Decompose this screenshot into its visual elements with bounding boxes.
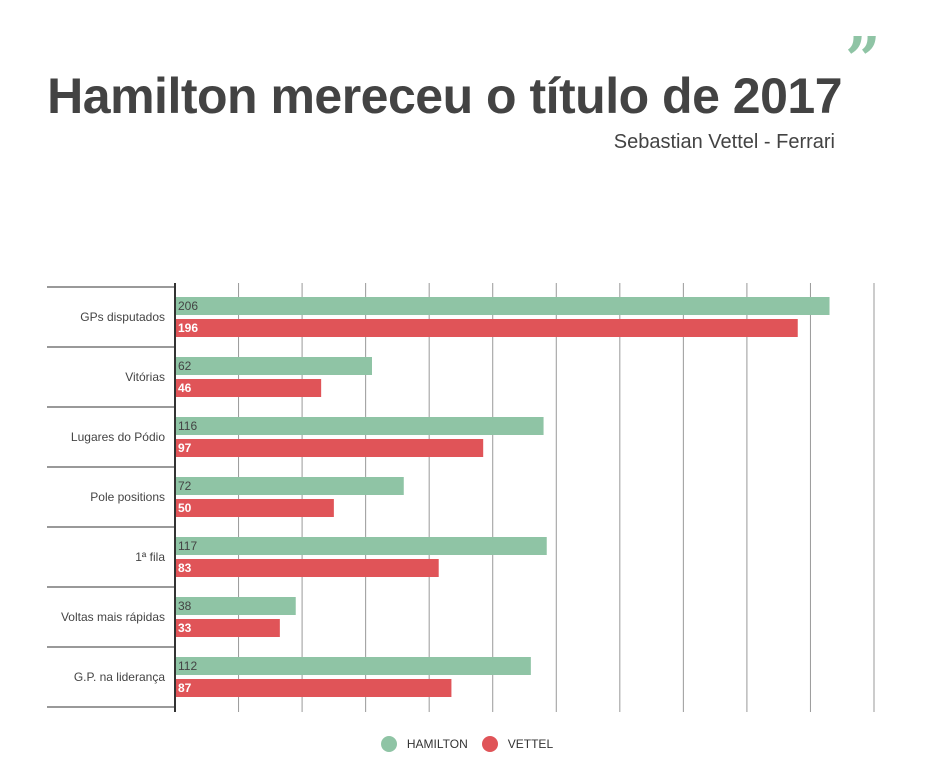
bar-hamilton <box>175 537 547 555</box>
legend-label: HAMILTON <box>406 737 468 751</box>
data-label: 206 <box>178 299 198 313</box>
data-label: 46 <box>178 381 192 395</box>
bar-hamilton <box>175 657 531 675</box>
bar-hamilton <box>175 297 830 315</box>
category-label: GPs disputados <box>80 310 165 324</box>
bar-vettel <box>175 559 439 577</box>
category-label: Vitórias <box>125 370 165 384</box>
bar-vettel <box>175 679 452 697</box>
bar-vettel <box>175 439 484 457</box>
category-label: G.P. na liderança <box>74 670 165 684</box>
data-label: 97 <box>178 441 192 455</box>
bar-vettel <box>175 499 334 517</box>
data-label: 33 <box>178 621 192 635</box>
category-label: Voltas mais rápidas <box>61 610 165 624</box>
legend-item-hamilton[interactable]: HAMILTON <box>380 736 468 752</box>
chart-subtitle: Sebastian Vettel - Ferrari <box>613 131 835 153</box>
bar-vettel <box>175 319 798 337</box>
bar-hamilton <box>175 597 296 615</box>
legend-swatch-hamilton <box>380 736 397 752</box>
category-label: Pole positions <box>90 490 165 504</box>
data-label: 62 <box>178 359 192 373</box>
data-label: 116 <box>178 419 197 433</box>
legend: HAMILTON VETTEL <box>0 736 934 752</box>
chart-title: Hamilton mereceu o título de 2017 <box>47 68 842 124</box>
legend-swatch-vettel <box>481 736 498 752</box>
data-label: 83 <box>178 561 192 575</box>
data-label: 112 <box>178 659 197 673</box>
data-label: 87 <box>178 681 192 695</box>
data-label: 196 <box>178 321 198 335</box>
data-label: 117 <box>178 539 197 553</box>
bar-hamilton <box>175 477 404 495</box>
legend-item-vettel[interactable]: VETTEL <box>481 736 554 752</box>
data-label: 72 <box>178 479 192 493</box>
data-label: 38 <box>178 599 192 613</box>
legend-label: VETTEL <box>507 737 554 751</box>
bar-hamilton <box>175 417 544 435</box>
bar-vettel <box>175 379 322 397</box>
bar-hamilton <box>175 357 372 375</box>
category-label: 1ª fila <box>135 550 165 564</box>
data-label: 50 <box>178 501 192 515</box>
category-label: Lugares do Pódio <box>71 430 165 444</box>
bar-vettel <box>175 619 280 637</box>
